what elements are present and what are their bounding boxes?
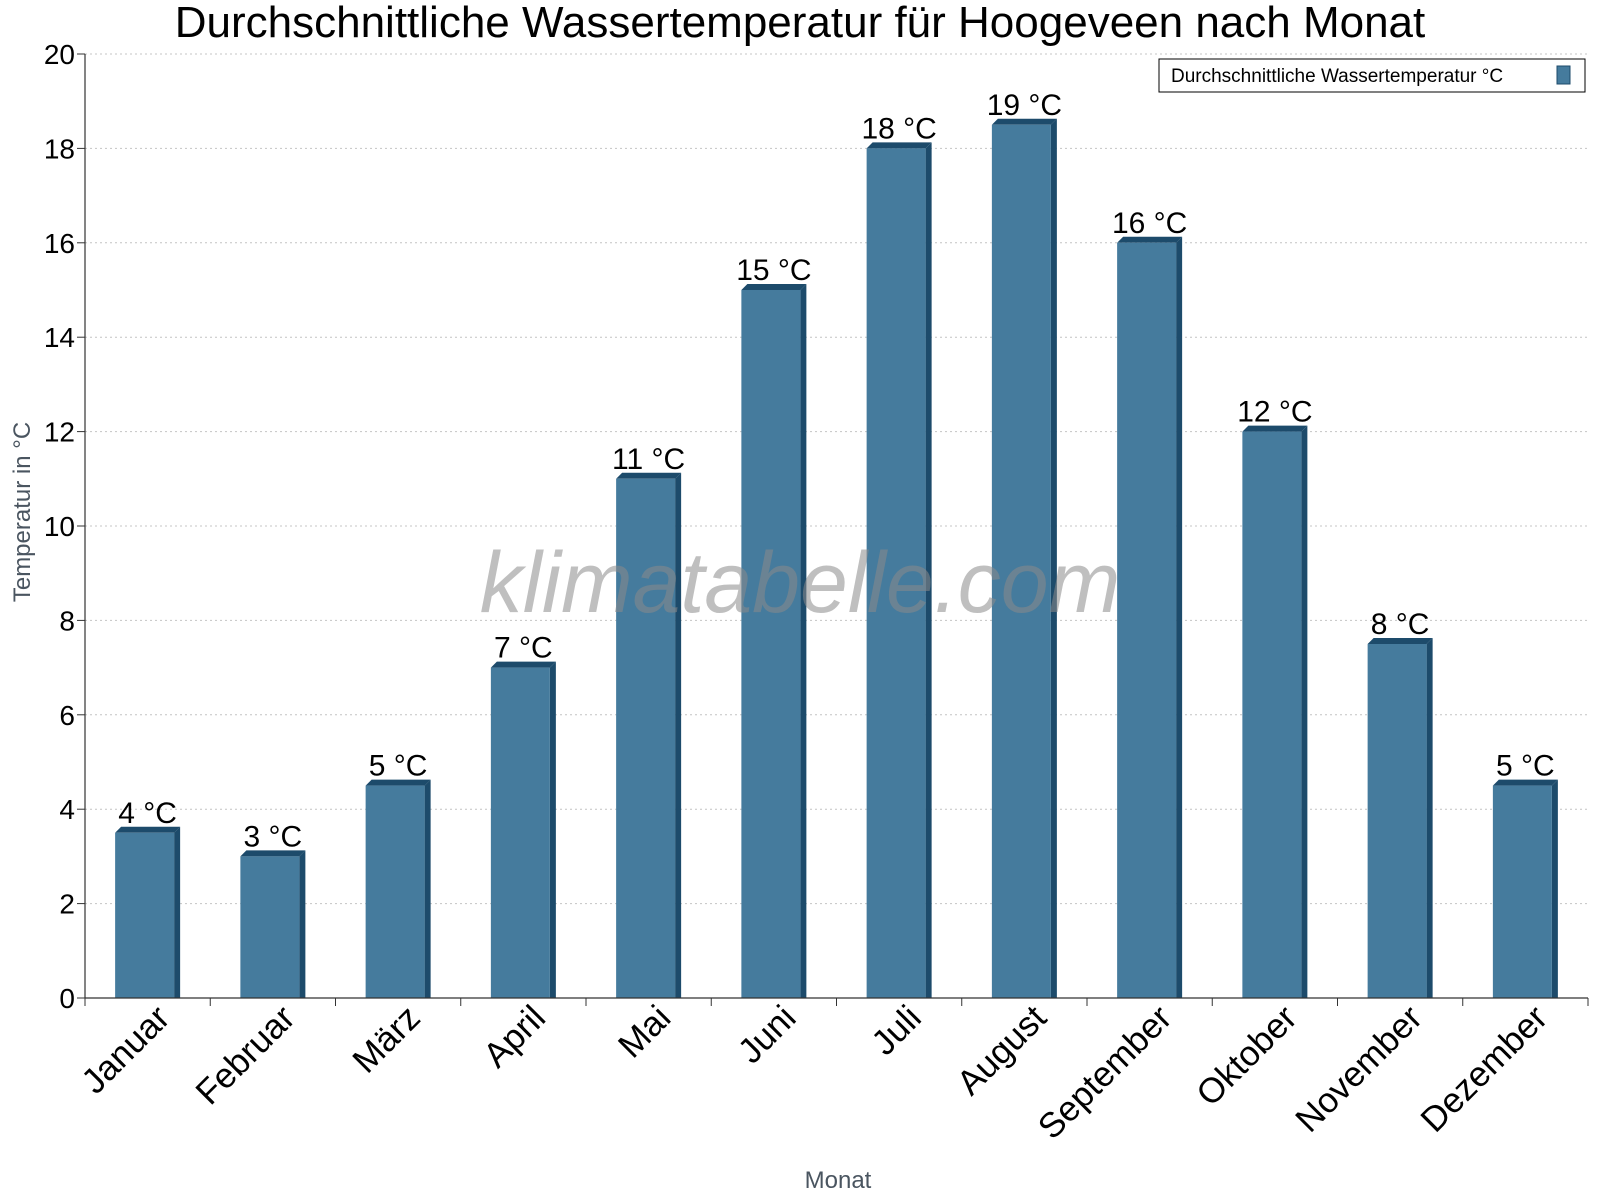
legend: Durchschnittliche Wassertemperatur °C [1158, 58, 1586, 93]
bar-front [991, 124, 1051, 999]
bar-front [866, 148, 926, 998]
bar-oktober [1242, 425, 1308, 999]
x-tick-label: Oktober [1189, 998, 1305, 1114]
bar-top [240, 850, 306, 857]
bar-value-label: 5 °C [1496, 750, 1555, 783]
bar-januar [115, 826, 181, 998]
y-tick-labels: 0 2 4 6 8 10 12 14 16 18 20 [44, 39, 75, 1014]
y-axis-label: Temperatur in °C [9, 422, 36, 602]
bar-value-labels: 4 °C 3 °C 5 °C 7 °C 11 °C 15 °C 18 °C 19 °C 16 °… [118, 89, 1554, 854]
x-tick-label: Februar [188, 998, 302, 1112]
y-tick-label: 8 [59, 605, 75, 636]
bar-value-label: 4 °C [118, 797, 177, 830]
bar-top [991, 118, 1057, 125]
bar-side [925, 142, 932, 998]
x-tick-labels: Januar Februar März April Mai Juni Juli AugustS… [74, 998, 1555, 1147]
bar-front [741, 290, 801, 998]
bar-value-label: 7 °C [494, 632, 553, 665]
bar-side [1176, 236, 1183, 999]
y-tick-label: 18 [44, 133, 75, 164]
bar-value-label: 8 °C [1371, 608, 1430, 641]
legend-swatch [1556, 65, 1571, 85]
bar-value-label: 16 °C [1112, 207, 1187, 240]
bar-front [1367, 644, 1427, 998]
bar-top [1117, 236, 1183, 243]
bar-value-label: 5 °C [369, 750, 428, 783]
bar-side [675, 472, 682, 998]
x-tick-label: Mai [611, 998, 678, 1065]
bar-front [1117, 242, 1177, 999]
bar-märz [365, 779, 431, 998]
bar-value-label: 15 °C [736, 254, 811, 287]
bar-august [991, 118, 1057, 999]
bar-front [490, 667, 550, 998]
bar-side [800, 284, 807, 998]
bar-september [1117, 236, 1183, 999]
bar-top [365, 779, 431, 786]
bar-side [1050, 118, 1057, 999]
bar-front [1492, 785, 1552, 998]
bar-side [549, 661, 556, 998]
bar-mai [616, 472, 682, 998]
y-tick-label: 16 [44, 228, 75, 259]
bar-side [1301, 425, 1308, 999]
bar-november [1367, 638, 1433, 998]
y-tick-label: 14 [44, 322, 75, 353]
bar-juli [866, 142, 932, 998]
bar-top [1492, 779, 1558, 786]
bar-value-label: 19 °C [987, 89, 1062, 122]
y-tick-label: 12 [44, 417, 75, 448]
y-tick-label: 4 [59, 794, 75, 825]
x-tick-label: Juli [864, 998, 929, 1063]
x-tick-label: September [1031, 998, 1180, 1147]
bar-top [1242, 425, 1308, 432]
bar-februar [240, 850, 306, 998]
watermark: klimatabelle.com [480, 535, 1120, 631]
y-tick-label: 10 [44, 511, 75, 542]
bar-top [866, 142, 932, 149]
y-tick-label: 0 [59, 983, 75, 1014]
bar-side [1426, 638, 1433, 998]
bar-front [115, 832, 175, 998]
legend-entry-label: Durchschnittliche Wassertemperatur °C [1171, 66, 1503, 87]
x-tick-label: Juni [731, 998, 804, 1071]
y-tick-label: 6 [59, 700, 75, 731]
legend-box [1158, 58, 1586, 93]
bar-top [115, 826, 181, 833]
bars [115, 118, 1558, 999]
bar-side [424, 779, 431, 998]
x-tick-label: Dezember [1413, 998, 1555, 1140]
x-tick-label: Januar [74, 998, 177, 1101]
bar-side [299, 850, 306, 998]
bar-side [1551, 779, 1558, 998]
bar-value-label: 12 °C [1237, 396, 1312, 429]
x-tick-label: April [476, 998, 553, 1075]
y-tick-label: 20 [44, 39, 75, 70]
x-tick-label: August [949, 998, 1054, 1103]
bar-value-label: 3 °C [244, 820, 303, 853]
bar-value-label: 18 °C [861, 112, 936, 145]
bar-value-label: 11 °C [612, 443, 685, 476]
bar-top [1367, 638, 1433, 644]
x-axis-label: Monat [805, 1167, 872, 1194]
x-tick-label: März [345, 998, 428, 1081]
y-tick-label: 2 [59, 889, 75, 920]
bar-top [490, 661, 556, 668]
bar-side [174, 826, 181, 998]
bar-front [240, 856, 300, 998]
bar-april [490, 661, 556, 998]
bar-front [1242, 431, 1302, 999]
grid-lines [85, 53, 1588, 905]
bar-top [616, 472, 682, 479]
bar-front [616, 478, 676, 998]
bar-juni [741, 284, 807, 998]
bar-top [741, 284, 807, 290]
bar-dezember [1492, 779, 1558, 998]
bar-front [365, 785, 425, 998]
x-tick-label: November [1288, 998, 1430, 1140]
chart-title: Durchschnittliche Wassertemperatur für H… [175, 0, 1426, 47]
axes [77, 53, 1589, 1006]
